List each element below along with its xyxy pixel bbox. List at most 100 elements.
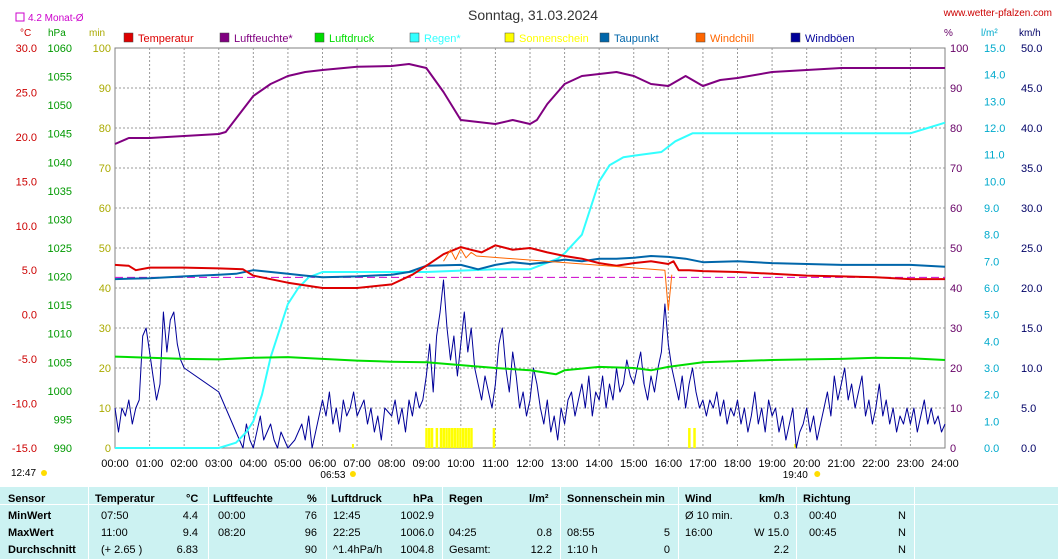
tick-label-temp: 10.0 <box>16 221 37 233</box>
sunshine-bars <box>351 428 797 448</box>
sunshine-bar <box>461 428 465 448</box>
tick-label-humidity: 0 <box>950 443 956 455</box>
tick-label-temp: 30.0 <box>16 43 37 55</box>
tick-label-temp: 25.0 <box>16 87 37 99</box>
stats-header-hum: Luftfeuchte <box>213 493 273 505</box>
tick-label-pressure: 1050 <box>48 100 72 112</box>
sunshine-bar <box>467 428 470 448</box>
stats-cell-label: Durchschnitt <box>8 544 76 556</box>
legend-label: Taupunkt <box>614 33 659 45</box>
stats-cell-wind-val: 2.2 <box>773 544 789 556</box>
tick-label-sun: 40 <box>99 283 111 295</box>
tick-label-pressure: 1005 <box>48 357 72 369</box>
monthly-avg-legend-box <box>15 12 25 22</box>
tick-label-rain: 0.0 <box>984 443 999 455</box>
stats-cell-rain-val: 0.8 <box>536 527 552 539</box>
x-tick-label: 10:00 <box>447 458 475 470</box>
tick-label-humidity: 30 <box>950 323 962 335</box>
tick-label-wind: 0.0 <box>1021 443 1036 455</box>
stats-cell-press-val: 1006.0 <box>400 527 434 539</box>
tick-label-sun: 100 <box>93 43 111 55</box>
x-tick-label: 07:00 <box>343 458 371 470</box>
tick-label-sun: 70 <box>99 163 111 175</box>
sunshine-bar <box>492 428 496 448</box>
tick-label-rain: 9.0 <box>984 203 999 215</box>
sunrise-marker <box>351 444 354 448</box>
stats-cell-hum-val: 90 <box>304 544 317 556</box>
legend-swatch <box>123 32 134 43</box>
legend-label: Windchill <box>710 33 754 45</box>
stats-cell-temp-time: 11:00 <box>101 527 128 539</box>
tick-label-rain: 4.0 <box>984 336 999 348</box>
series-line-windchill <box>443 248 673 311</box>
tick-label-rain: 6.0 <box>984 283 999 295</box>
sunshine-bar <box>430 428 434 448</box>
x-tick-label: 06:00 <box>309 458 337 470</box>
site-label[interactable]: www.wetter-pfalzen.com <box>943 8 1052 19</box>
tick-label-sun: 60 <box>99 203 111 215</box>
tick-label-humidity: 20 <box>950 363 962 375</box>
stats-header-sensor: Sensor <box>8 493 46 505</box>
tick-label-temp: -15.0 <box>12 443 37 455</box>
sunshine-bar <box>445 428 448 448</box>
stats-header-wind-unit: km/h <box>759 493 785 505</box>
tick-label-humidity: 100 <box>950 43 968 55</box>
tick-label-sun: 0 <box>105 443 111 455</box>
legend-label: Temperatur <box>138 33 194 45</box>
tick-label-rain: 1.0 <box>984 416 999 428</box>
tick-label-pressure: 1035 <box>48 186 72 198</box>
weather-chart: Sonntag, 31.03.2024 www.wetter-pfalzen.c… <box>11 7 1052 481</box>
x-tick-label: 15:00 <box>620 458 648 470</box>
sunrise-time: 06:53 <box>320 470 345 481</box>
stats-cell-press-time: 12:45 <box>333 510 361 522</box>
x-tick-label: 20:00 <box>793 458 821 470</box>
sunset-marker <box>794 444 797 448</box>
series-line-rain <box>115 121 946 449</box>
legend-label: Regen* <box>424 33 461 45</box>
x-tick-label: 17:00 <box>689 458 717 470</box>
x-tick-label: 00:00 <box>101 458 129 470</box>
x-tick-label: 04:00 <box>240 458 268 470</box>
tick-label-humidity: 50 <box>950 243 962 255</box>
sun-icon-duration <box>41 470 47 476</box>
series-line-temperature <box>114 244 945 289</box>
tick-label-rain: 8.0 <box>984 230 999 242</box>
x-tick-label: 02:00 <box>170 458 198 470</box>
stats-header-temp-unit: °C <box>186 493 199 505</box>
tick-label-wind: 10.0 <box>1021 363 1042 375</box>
x-tick-label: 12:00 <box>516 458 544 470</box>
x-tick-label: 22:00 <box>862 458 890 470</box>
chart-title: Sonntag, 31.03.2024 <box>468 7 598 23</box>
stats-cell-wind-time: 16:00 <box>685 527 713 539</box>
sunshine-bar <box>459 428 462 448</box>
legend-label: Sonnenschein <box>519 33 589 45</box>
legend-swatch <box>599 32 610 43</box>
x-tick-label: 24:00 <box>931 458 959 470</box>
x-tick-label: 08:00 <box>378 458 406 470</box>
tick-label-temp: -10.0 <box>12 399 37 411</box>
tick-label-rain: 5.0 <box>984 310 999 322</box>
tick-label-pressure: 1055 <box>48 72 72 84</box>
tick-label-humidity: 80 <box>950 123 962 135</box>
stats-cell-temp-val: 9.4 <box>182 527 198 539</box>
stats-cell-rain-val: 12.2 <box>530 544 552 556</box>
stats-divider <box>796 487 797 559</box>
stats-divider <box>326 487 327 559</box>
x-tick-label: 11:00 <box>482 458 509 470</box>
tick-label-wind: 35.0 <box>1021 163 1042 175</box>
tick-label-wind: 30.0 <box>1021 203 1042 215</box>
stats-cell-hum-val: 96 <box>304 527 317 539</box>
sunshine-bar <box>456 428 459 448</box>
x-tick-label: 14:00 <box>585 458 613 470</box>
tick-label-humidity: 70 <box>950 163 962 175</box>
stats-cell-press-val: 1004.8 <box>400 544 434 556</box>
tick-label-temp: 5.0 <box>22 265 37 277</box>
stats-cell-label: MaxWert <box>8 527 54 539</box>
stats-cell-dir-val: N <box>898 527 906 539</box>
stats-header-press-unit: hPa <box>413 493 434 505</box>
tick-label-pressure: 1030 <box>48 214 72 226</box>
tick-label-pressure: 1000 <box>48 386 72 398</box>
stats-header-temp: Temperatur <box>95 493 155 505</box>
x-tick-label: 21:00 <box>827 458 855 470</box>
series-line-pressure <box>114 355 946 376</box>
